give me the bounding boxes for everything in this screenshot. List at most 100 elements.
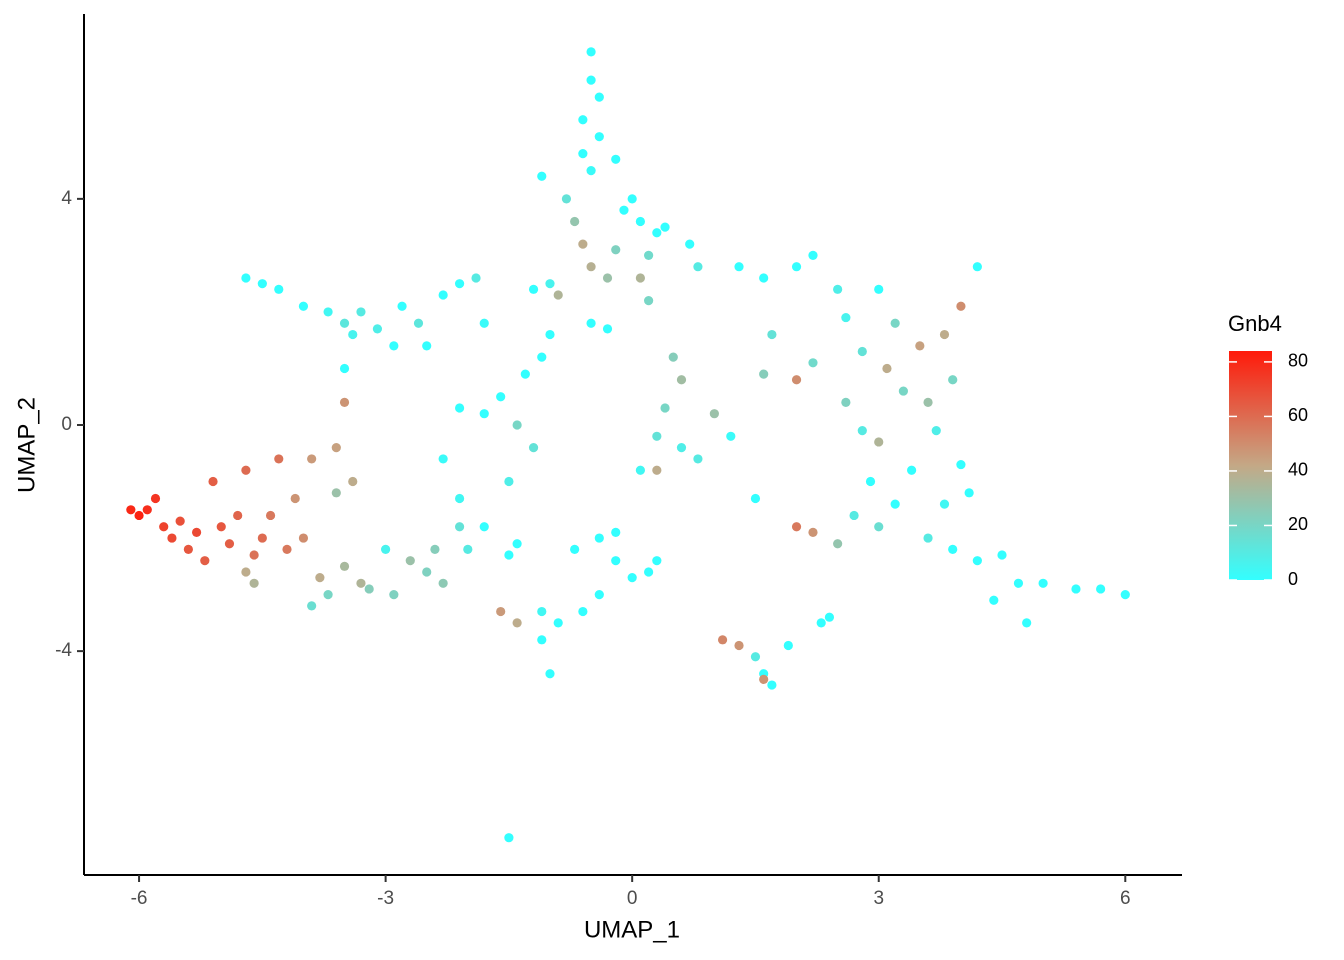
- point: [874, 284, 884, 294]
- point: [611, 527, 621, 538]
- point: [586, 318, 596, 328]
- point: [348, 329, 358, 340]
- point: [307, 601, 317, 611]
- point: [175, 516, 185, 526]
- point: [644, 250, 654, 260]
- point: [553, 290, 563, 300]
- point: [1071, 584, 1081, 594]
- point: [857, 346, 867, 357]
- point: [734, 262, 744, 272]
- point: [167, 533, 177, 543]
- point: [660, 403, 670, 413]
- point: [783, 640, 793, 651]
- point: [833, 539, 843, 549]
- point: [381, 544, 391, 554]
- point: [241, 567, 251, 577]
- point: [578, 239, 588, 249]
- point: [676, 443, 687, 453]
- point: [183, 544, 193, 554]
- point: [241, 273, 251, 283]
- point: [734, 640, 744, 651]
- point: [767, 680, 777, 690]
- point: [923, 533, 933, 543]
- point: [257, 279, 267, 289]
- point: [454, 493, 465, 504]
- point: [578, 606, 588, 617]
- point: [594, 92, 604, 102]
- point: [882, 363, 892, 374]
- point: [504, 833, 514, 843]
- y-tick-label: -4: [55, 640, 72, 661]
- point: [504, 550, 514, 560]
- point: [570, 544, 580, 554]
- point: [454, 279, 465, 289]
- point: [537, 635, 547, 645]
- point: [298, 301, 309, 311]
- point: [274, 454, 284, 464]
- point: [627, 573, 637, 583]
- point: [611, 245, 621, 255]
- point: [413, 318, 424, 328]
- point: [372, 324, 383, 334]
- point: [948, 375, 958, 385]
- point: [537, 352, 547, 362]
- point: [512, 618, 522, 628]
- point: [331, 443, 341, 453]
- point: [323, 307, 333, 317]
- point: [841, 312, 851, 323]
- point: [496, 606, 506, 617]
- point: [405, 556, 415, 566]
- point: [972, 262, 982, 272]
- point: [282, 544, 292, 554]
- point: [964, 488, 974, 498]
- point: [874, 522, 884, 532]
- point: [545, 329, 555, 340]
- point: [635, 465, 645, 475]
- point: [159, 522, 169, 532]
- colorbar-tick-label: 40: [1288, 460, 1308, 480]
- point: [791, 262, 802, 272]
- point: [463, 544, 473, 554]
- point: [134, 510, 144, 521]
- x-tick-label: 6: [1120, 888, 1131, 909]
- y-tick-label: 0: [61, 414, 72, 435]
- colorbar-tick-label: 20: [1288, 514, 1308, 534]
- colorbar-tick-label: 0: [1288, 569, 1298, 589]
- point: [578, 115, 588, 125]
- point: [602, 324, 613, 334]
- point: [528, 443, 539, 453]
- point: [561, 194, 572, 204]
- y-tick-label: 4: [61, 188, 72, 209]
- point: [865, 476, 876, 487]
- point: [274, 284, 284, 294]
- point: [331, 488, 341, 498]
- point: [594, 533, 604, 543]
- point: [594, 589, 604, 600]
- point: [750, 493, 761, 504]
- point: [767, 329, 777, 340]
- point: [397, 301, 407, 311]
- point: [652, 465, 662, 475]
- point: [726, 431, 736, 441]
- point: [627, 194, 637, 204]
- point: [997, 550, 1007, 560]
- point: [644, 296, 654, 306]
- point: [635, 216, 645, 227]
- point: [602, 273, 613, 283]
- point: [553, 618, 563, 628]
- point: [693, 262, 703, 272]
- point: [438, 290, 448, 300]
- point: [224, 539, 235, 549]
- point: [315, 573, 325, 583]
- point: [323, 589, 333, 600]
- point: [586, 165, 596, 176]
- colorbar-tick-label: 60: [1288, 405, 1308, 425]
- point: [537, 171, 547, 181]
- point: [989, 595, 999, 605]
- point: [512, 420, 522, 430]
- point: [471, 273, 481, 283]
- point: [290, 493, 300, 504]
- point: [479, 318, 489, 328]
- point: [759, 674, 769, 684]
